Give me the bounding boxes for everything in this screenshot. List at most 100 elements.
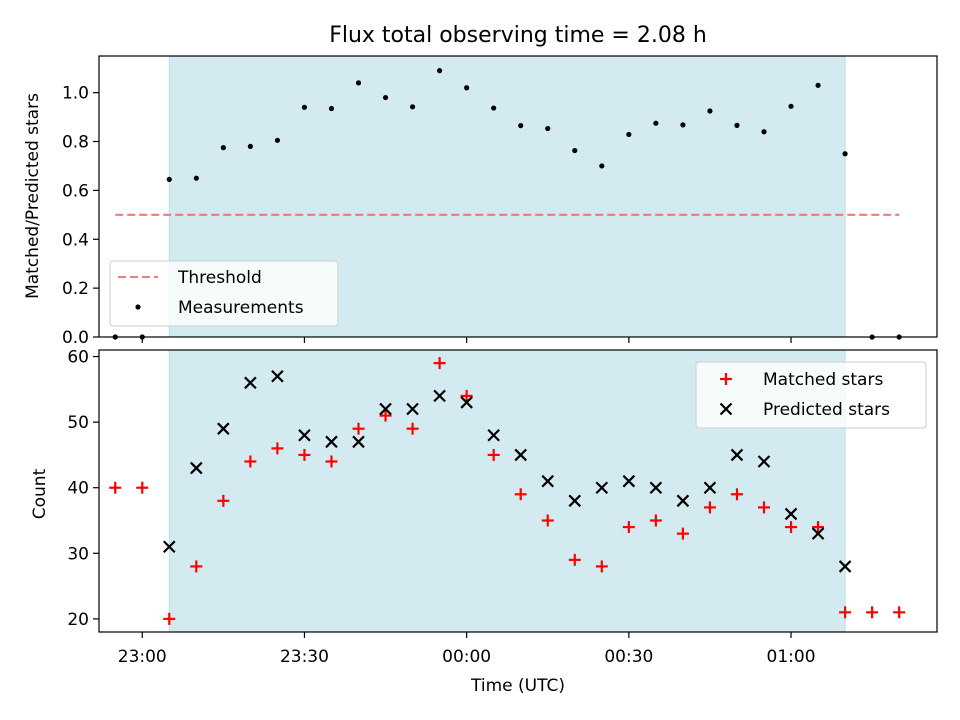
matched-star-point [757,501,770,514]
predicted-star-point [568,494,582,508]
legend-predicted-swatch [719,402,733,416]
y-tick-label: 40 [67,479,89,499]
matched-star-point [109,481,122,494]
y-tick-label: 60 [67,348,89,368]
measurement-point [788,103,794,109]
measurement-point [220,145,226,151]
predicted-star-point [622,474,636,488]
predicted-star-point [811,527,825,540]
matched-star-point [136,481,149,494]
matched-star-point [217,494,230,507]
matched-star-point [163,612,176,625]
measurement-point [409,104,416,110]
y-tick-label: 0.8 [62,133,89,153]
y-tick-label: 1.0 [62,84,89,104]
legend-predicted-marker [719,402,733,416]
matched-star-point [622,521,635,534]
measurement-point [491,105,497,111]
measurement-point [572,147,578,154]
predicted-star-point [217,422,230,435]
measurement-point [437,68,443,74]
matched-star-point [244,455,257,468]
matched-star-point [703,501,716,514]
matched-star-point [812,521,825,534]
legend-measurements-label: Measurements [178,298,304,318]
predicted-star-point [298,428,311,442]
predicted-star-point [487,428,500,442]
x-tick-label: 23:30 [280,647,329,667]
measurement-point [734,122,740,128]
matched-star-point [676,527,689,540]
predicted-star-point [163,540,176,554]
measurement-point [166,176,172,182]
matched-star-point [406,422,419,435]
predicted-star-point [703,481,717,494]
predicted-star-point [838,560,852,573]
top-legend: Threshold Measurements [109,260,339,327]
matched-star-point [514,488,527,501]
matched-star-point [298,448,311,461]
bottom-axes: 20 30 40 50 60 23:00 23:30 00:00 00:30 01:00 [67,348,938,667]
matched-star-point [839,606,852,619]
measurement-point [355,80,362,86]
y-tick-label: 30 [67,544,89,564]
plot-frame [98,349,938,633]
matched-star-point [785,521,798,534]
legend-predicted-label: Predicted stars [763,400,890,420]
x-tick-label: 00:30 [604,647,653,667]
predicted-star-point [352,435,365,449]
measurement-point [382,94,389,101]
matched-star-point [541,514,554,527]
measurement-point [707,108,713,114]
measurement-point [545,125,551,132]
y-tick-label: 20 [67,610,89,630]
y-tick-label: 0.0 [62,328,89,348]
y-tick-label: 0.2 [62,279,89,299]
predicted-star-point [514,448,527,462]
matched-star-point [433,357,446,370]
predicted-star-point [190,461,203,475]
measurement-point [653,120,659,126]
predicted-star-point [379,402,392,416]
y-tick-label: 50 [67,413,89,433]
predicted-star-point [784,507,798,521]
top-legend-frame [109,260,339,327]
predicted-star-point [244,376,257,390]
y-tick-label: 0.4 [62,230,89,250]
measurement-point [842,151,848,157]
predicted-star-point [595,481,609,494]
predicted-star-point [271,369,284,383]
matched-star-point [595,560,608,573]
predicted-star-point [730,448,744,462]
measurement-point [193,175,199,181]
matched-star-point [866,606,879,619]
plot-frame [98,55,938,338]
measurement-point [599,163,605,169]
bottom-ylabel: Count [30,468,50,519]
matched-star-point [460,389,473,402]
legend-threshold-label: Threshold [177,268,262,288]
measurement-point [464,85,470,91]
measurement-point [761,129,767,135]
chart-title: Flux total observing time = 2.08 h [329,23,707,48]
legend-matched-marker [720,373,732,385]
matched-star-point [487,448,500,461]
x-tick-label: 23:00 [118,647,167,667]
measurement-point [247,143,253,150]
predicted-star-point [676,494,690,508]
top-axes: 0.0 0.2 0.4 0.6 0.8 1.0 [62,55,938,348]
x-tick-label: 01:00 [767,647,816,667]
matched-star-point [649,514,662,527]
predicted-star-point [433,389,446,403]
measurement-point [301,104,308,110]
predicted-star-point [460,396,473,409]
measurement-point [815,82,821,88]
legend-measurements-swatch [135,304,141,310]
measurement-point [518,123,524,129]
matched-star-point [271,442,284,455]
legend-matched-label: Matched stars [763,370,883,390]
counts-series [109,357,906,625]
predicted-star-point [541,474,555,488]
xlabel: Time (UTC) [470,676,565,696]
